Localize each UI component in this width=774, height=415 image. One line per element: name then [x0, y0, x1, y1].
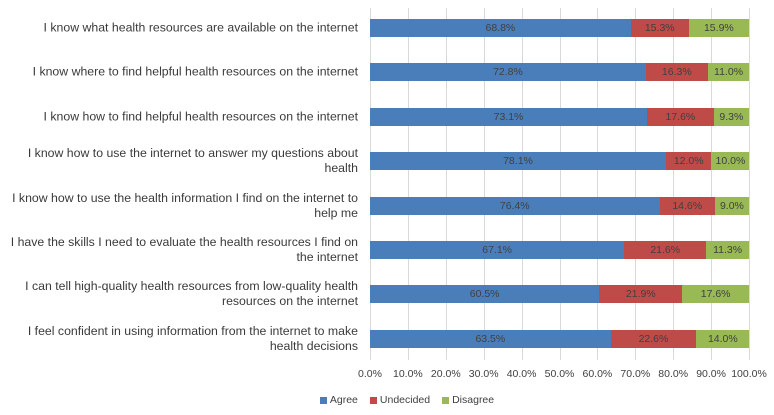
bar-segment-agree: 76.4%: [370, 196, 660, 215]
data-label: 21.9%: [625, 288, 656, 301]
bar-segment-disagree: 11.3%: [706, 241, 749, 259]
bar-segment-agree: 72.8%: [370, 63, 646, 82]
x-tick-label: 60.0%: [582, 368, 613, 380]
category-label: I know where to find helpful health reso…: [32, 64, 358, 79]
category-label: I know how to use the health information…: [12, 190, 358, 220]
gridline: [711, 8, 713, 360]
x-tick-label: 30.0%: [468, 368, 499, 380]
bar-segment-undecided: 12.0%: [665, 152, 712, 171]
data-label: 22.6%: [638, 332, 669, 345]
bar-segment-agree: 73.1%: [370, 107, 648, 126]
data-label: 78.1%: [503, 155, 533, 168]
x-tick-label: 20.0%: [430, 368, 461, 380]
data-label: 17.6%: [700, 288, 731, 301]
legend-swatch: [442, 396, 450, 404]
bar-segment-agree: 63.5%: [370, 329, 611, 348]
bar-segment-agree: 68.8%: [370, 19, 631, 37]
legend-item-undecided: Undecided: [369, 394, 431, 406]
bar-segment-undecided: 22.6%: [610, 329, 697, 348]
data-label: 9.0%: [719, 199, 744, 212]
bar-segment-undecided: 17.6%: [647, 107, 714, 126]
data-label: 16.3%: [661, 66, 692, 79]
data-label: 76.4%: [499, 199, 530, 212]
data-label: 12.0%: [673, 155, 704, 168]
category-label: I can tell high-quality health resources…: [25, 279, 358, 309]
x-tick-label: 70.0%: [620, 368, 651, 380]
gridline: [521, 8, 523, 360]
gridline: [559, 8, 561, 360]
legend-swatch: [319, 396, 327, 404]
bar-segment-undecided: 15.3%: [630, 19, 689, 37]
legend-label: Disagree: [452, 394, 495, 406]
x-tick-label: 80.0%: [658, 368, 689, 380]
bar-segment-agree: 78.1%: [370, 152, 666, 171]
gridline: [483, 8, 485, 360]
data-label: 14.6%: [672, 199, 703, 212]
bar-segment-disagree: 17.6%: [682, 285, 749, 304]
legend-item-agree: Agree: [319, 394, 358, 406]
category-label: I know how to use the internet to answer…: [27, 146, 358, 176]
data-label: 10.0%: [715, 155, 746, 168]
bar-segment-disagree: 11.0%: [707, 63, 750, 82]
gridline: [597, 8, 599, 360]
category-label: I know how to find helpful health resour…: [43, 109, 358, 124]
bar-segment-disagree: 9.0%: [714, 196, 749, 215]
bar-segment-disagree: 14.0%: [696, 329, 750, 348]
data-label: 73.1%: [493, 110, 524, 123]
bar-segment-undecided: 14.6%: [659, 196, 715, 215]
gridline: [407, 8, 409, 360]
x-tick-label: 10.0%: [393, 368, 423, 380]
bar-segment-undecided: 21.9%: [599, 285, 683, 304]
gridline: [749, 8, 750, 360]
legend-item-disagree: Disagree: [442, 394, 494, 406]
data-label: 15.3%: [644, 22, 675, 34]
data-label: 17.6%: [665, 110, 696, 123]
bar-segment-agree: 67.1%: [370, 241, 625, 259]
legend: Agree Undecided Disagree: [20, 394, 774, 406]
category-label: I feel confident in using information fr…: [27, 323, 358, 353]
x-tick-label: 50.0%: [544, 368, 575, 380]
data-label: 21.6%: [650, 244, 681, 256]
x-tick-label: 90.0%: [696, 368, 726, 380]
data-label: 14.0%: [707, 332, 738, 345]
data-label: 72.8%: [493, 66, 523, 79]
x-tick-label: 100.0%: [731, 368, 767, 380]
bar-segment-disagree: 10.0%: [711, 152, 750, 171]
data-label: 9.3%: [719, 110, 744, 123]
gridline: [445, 8, 447, 360]
gridline: [635, 8, 637, 360]
bar-segment-disagree: 9.3%: [713, 107, 749, 126]
legend-label: Agree: [329, 394, 358, 406]
data-label: 15.9%: [703, 22, 734, 34]
data-label: 11.3%: [713, 244, 743, 256]
category-label: I have the skills I need to evaluate the…: [10, 235, 358, 264]
bar-segment-disagree: 15.9%: [688, 19, 749, 37]
legend-label: Undecided: [379, 394, 431, 406]
bar-segment-undecided: 21.6%: [624, 241, 707, 259]
gridline: [370, 8, 371, 360]
x-tick-label: 0.0%: [358, 368, 382, 380]
data-label: 63.5%: [475, 332, 506, 345]
data-label: 68.8%: [485, 22, 516, 34]
category-label: I know what health resources are availab…: [43, 20, 358, 35]
data-label: 60.5%: [469, 288, 500, 301]
data-label: 67.1%: [482, 244, 513, 256]
legend-swatch: [369, 396, 377, 404]
gridline: [673, 8, 675, 360]
data-label: 11.0%: [714, 66, 744, 79]
x-tick-label: 40.0%: [506, 368, 537, 380]
bar-segment-undecided: 16.3%: [645, 63, 708, 82]
bar-segment-agree: 60.5%: [370, 285, 600, 304]
